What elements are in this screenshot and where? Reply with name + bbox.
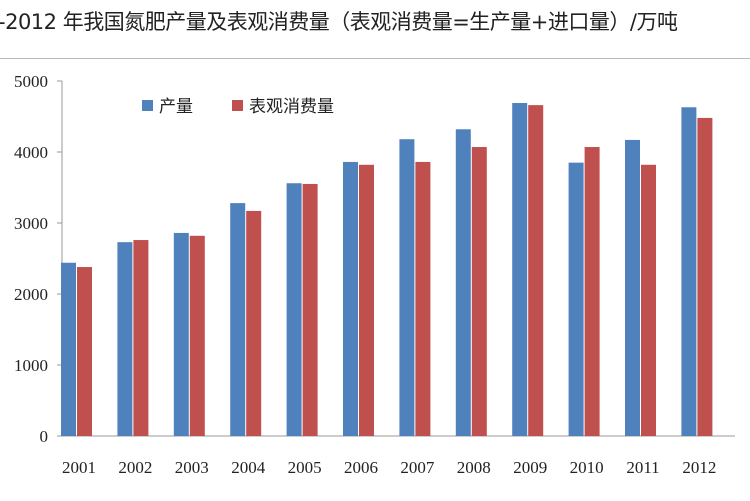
bar-production [117,242,133,436]
y-tick-label: 0 [40,427,49,446]
legend-swatch [142,100,153,111]
y-tick-label: 4000 [14,143,48,162]
bar-production [343,161,358,436]
bar-production [568,162,584,436]
y-tick-label: 5000 [14,72,48,91]
bar-consumption [77,267,92,436]
bar-consumption [528,105,544,436]
bar-production [455,129,471,436]
bar-production [512,103,528,436]
bar-consumption [359,164,374,436]
bar-production [286,183,302,436]
legend-label: 表观消费量 [249,97,334,117]
bar-production [230,203,246,436]
x-tick-label: 2011 [626,458,659,477]
x-tick-label: 2009 [513,458,547,477]
x-tick-label: 2005 [288,458,322,477]
bar-production [61,262,76,436]
bar-production [173,232,189,436]
x-tick-label: 2007 [400,458,435,477]
x-tick-label: 2006 [344,458,378,477]
x-tick-label: 2004 [231,458,266,477]
legend-swatch [232,100,243,111]
bar-consumption [584,147,600,436]
legend-label: 产量 [159,97,193,117]
bar-production [681,107,697,437]
bar-production [625,139,640,436]
bar-consumption [641,164,656,436]
bar-consumption [133,240,149,436]
x-tick-label: 2002 [118,458,152,477]
y-tick-label: 3000 [14,214,48,233]
y-tick-label: 1000 [14,356,48,375]
bar-production [399,139,415,436]
bar-consumption [697,117,713,437]
x-tick-label: 2001 [62,458,96,477]
bar-consumption [471,147,487,436]
x-tick-label: 2008 [457,458,491,477]
x-tick-label: 2010 [570,458,604,477]
x-tick-label: 2003 [175,458,209,477]
chart-title: -2012 年我国氮肥产量及表观消费量（表观消费量=生产量+进口量）/万吨 [0,10,678,34]
bar-consumption [246,210,262,436]
chart-frame [0,58,750,501]
bar-consumption [415,161,431,436]
bar-consumption [189,235,205,436]
bar-consumption [302,183,318,436]
x-tick-label: 2012 [682,458,716,477]
y-tick-label: 2000 [14,285,48,304]
